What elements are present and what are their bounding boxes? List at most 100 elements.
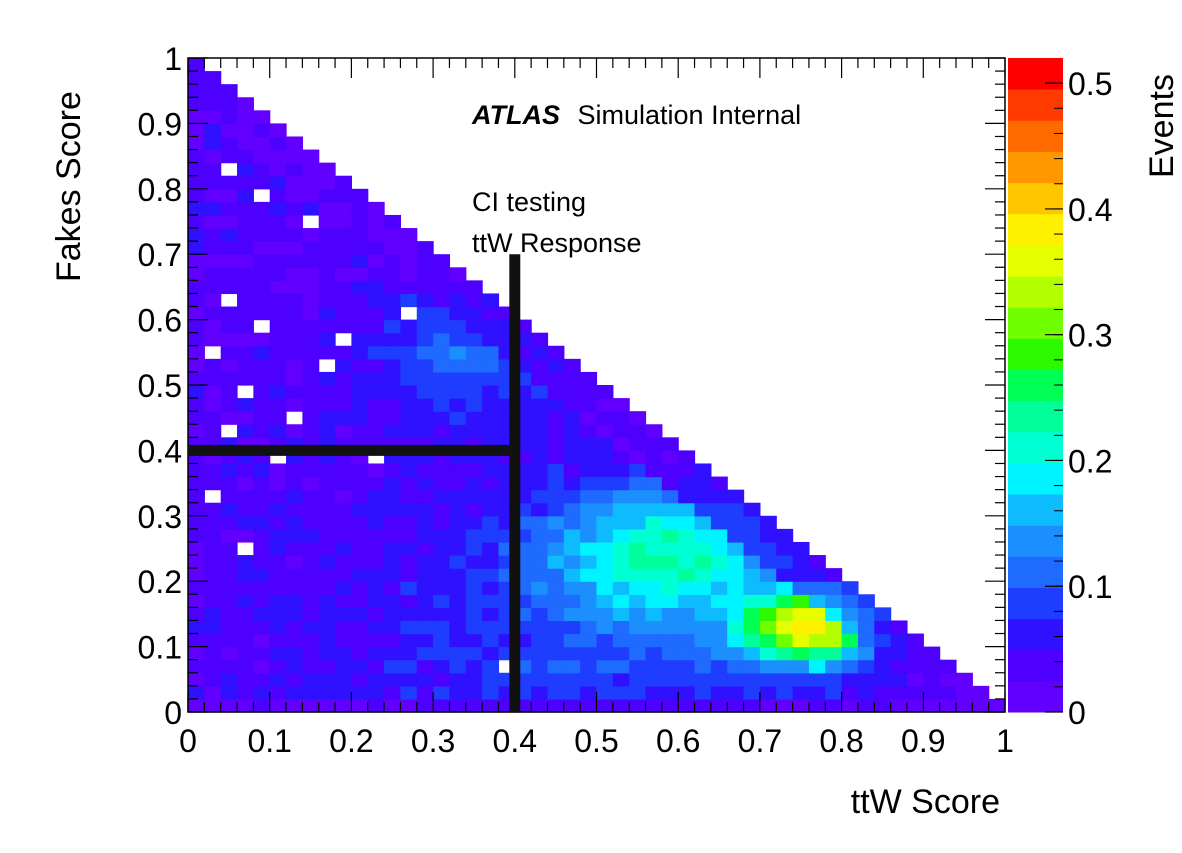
heatmap-cell: [465, 646, 483, 661]
heatmap-cell: [318, 306, 336, 321]
heatmap-cell: [449, 385, 467, 399]
heatmap-cell: [808, 594, 826, 608]
heatmap-cell: [612, 528, 630, 543]
colorbar-segment: [1008, 244, 1063, 277]
heatmap-cell: [727, 607, 745, 622]
heatmap-cell: [841, 607, 859, 622]
y-tick-label: 0.7: [138, 237, 182, 273]
heatmap-cell: [465, 371, 483, 386]
heatmap-cell: [449, 306, 467, 321]
heatmap-cell: [661, 581, 679, 595]
heatmap-cell: [629, 489, 647, 504]
x-tick-label: 0.9: [901, 723, 945, 759]
heatmap-cell: [857, 659, 875, 674]
heatmap-cell: [776, 607, 794, 622]
heatmap-cell: [531, 555, 549, 569]
heatmap-cell: [400, 228, 418, 242]
heatmap-cell: [220, 633, 238, 648]
heatmap-cell: [433, 254, 451, 268]
heatmap-cell: [269, 581, 287, 595]
heatmap-cell: [269, 306, 287, 321]
heatmap-cell: [792, 541, 810, 556]
heatmap-cell: [612, 659, 630, 674]
x-tick-label: 0.8: [819, 723, 863, 759]
heatmap-cell: [188, 398, 205, 412]
heatmap-cell: [727, 515, 745, 530]
heatmap-cell: [335, 489, 352, 504]
heatmap-cell: [400, 358, 418, 373]
heatmap-cell: [416, 555, 434, 569]
heatmap-cell: [531, 437, 549, 451]
heatmap-cell: [237, 149, 254, 164]
colorbar-tick-label: 0: [1068, 695, 1086, 731]
heatmap-cell: [580, 398, 598, 412]
heatmap-cell: [367, 293, 385, 308]
heatmap-cell: [710, 646, 728, 661]
heatmap-cell: [759, 646, 777, 661]
heatmap-cell: [351, 607, 369, 622]
heatmap-cell: [384, 698, 402, 713]
heatmap-cell: [400, 594, 418, 608]
heatmap-cell: [465, 345, 483, 360]
heatmap-cell: [188, 659, 205, 674]
heatmap-cell: [220, 659, 238, 674]
heatmap-cell: [367, 398, 385, 412]
heatmap-cell: [955, 698, 973, 713]
heatmap-cell: [400, 267, 418, 281]
heatmap-cell: [841, 633, 859, 648]
heatmap-cell: [384, 502, 402, 517]
heatmap-cell: [253, 581, 271, 595]
heatmap-cell: [531, 411, 549, 425]
heatmap-cell: [482, 607, 500, 622]
heatmap-cell: [710, 568, 728, 582]
heatmap-cell: [678, 528, 696, 543]
colorbar-segment: [1008, 307, 1063, 339]
heatmap-cell: [416, 280, 434, 295]
heatmap-cell: [237, 568, 254, 582]
heatmap-cell: [547, 358, 565, 373]
heatmap-cell: [727, 502, 745, 517]
heatmap-cell: [629, 633, 647, 648]
heatmap-cell: [302, 659, 320, 674]
heatmap-cell: [465, 476, 483, 491]
heatmap-cell: [433, 345, 451, 360]
heatmap-cell: [563, 437, 581, 451]
y-tick-label: 0.9: [138, 106, 182, 142]
heatmap-cell: [825, 698, 843, 713]
heatmap-cell: [400, 672, 418, 687]
y-tick-label: 0: [164, 695, 182, 731]
heatmap-cell: [743, 620, 761, 635]
heatmap-cell: [188, 293, 205, 308]
heatmap-cell: [531, 659, 549, 674]
heatmap-cell: [563, 633, 581, 648]
heatmap-cell: [204, 476, 222, 491]
heatmap-cell: [318, 319, 336, 334]
heatmap-cell: [531, 385, 549, 399]
heatmap-cell: [465, 385, 483, 399]
heatmap-cell: [874, 672, 892, 687]
heatmap-cell: [384, 241, 402, 255]
heatmap-cell: [563, 659, 581, 674]
heatmap-cell: [547, 385, 565, 399]
heatmap-cell: [237, 332, 254, 347]
heatmap-cell: [188, 332, 205, 347]
heatmap-cell: [188, 97, 205, 111]
heatmap-cell: [596, 555, 614, 569]
heatmap-cell: [335, 398, 352, 412]
colorbar-tick-label: 0.3: [1068, 318, 1112, 354]
heatmap-cell: [237, 371, 254, 386]
heatmap-cell: [563, 424, 581, 438]
heatmap-cell: [678, 698, 696, 713]
heatmap-cell: [694, 541, 712, 556]
heatmap-cell: [220, 267, 238, 281]
heatmap-cell: [253, 241, 271, 255]
heatmap-cell: [694, 528, 712, 543]
heatmap-cell: [367, 607, 385, 622]
heatmap-cell: [188, 201, 205, 216]
heatmap-cell: [286, 633, 303, 648]
heatmap-cell: [743, 502, 761, 517]
heatmap-cell: [841, 659, 859, 674]
heatmap-cell: [253, 568, 271, 582]
heatmap-cell: [547, 659, 565, 674]
heatmap-cell: [318, 607, 336, 622]
